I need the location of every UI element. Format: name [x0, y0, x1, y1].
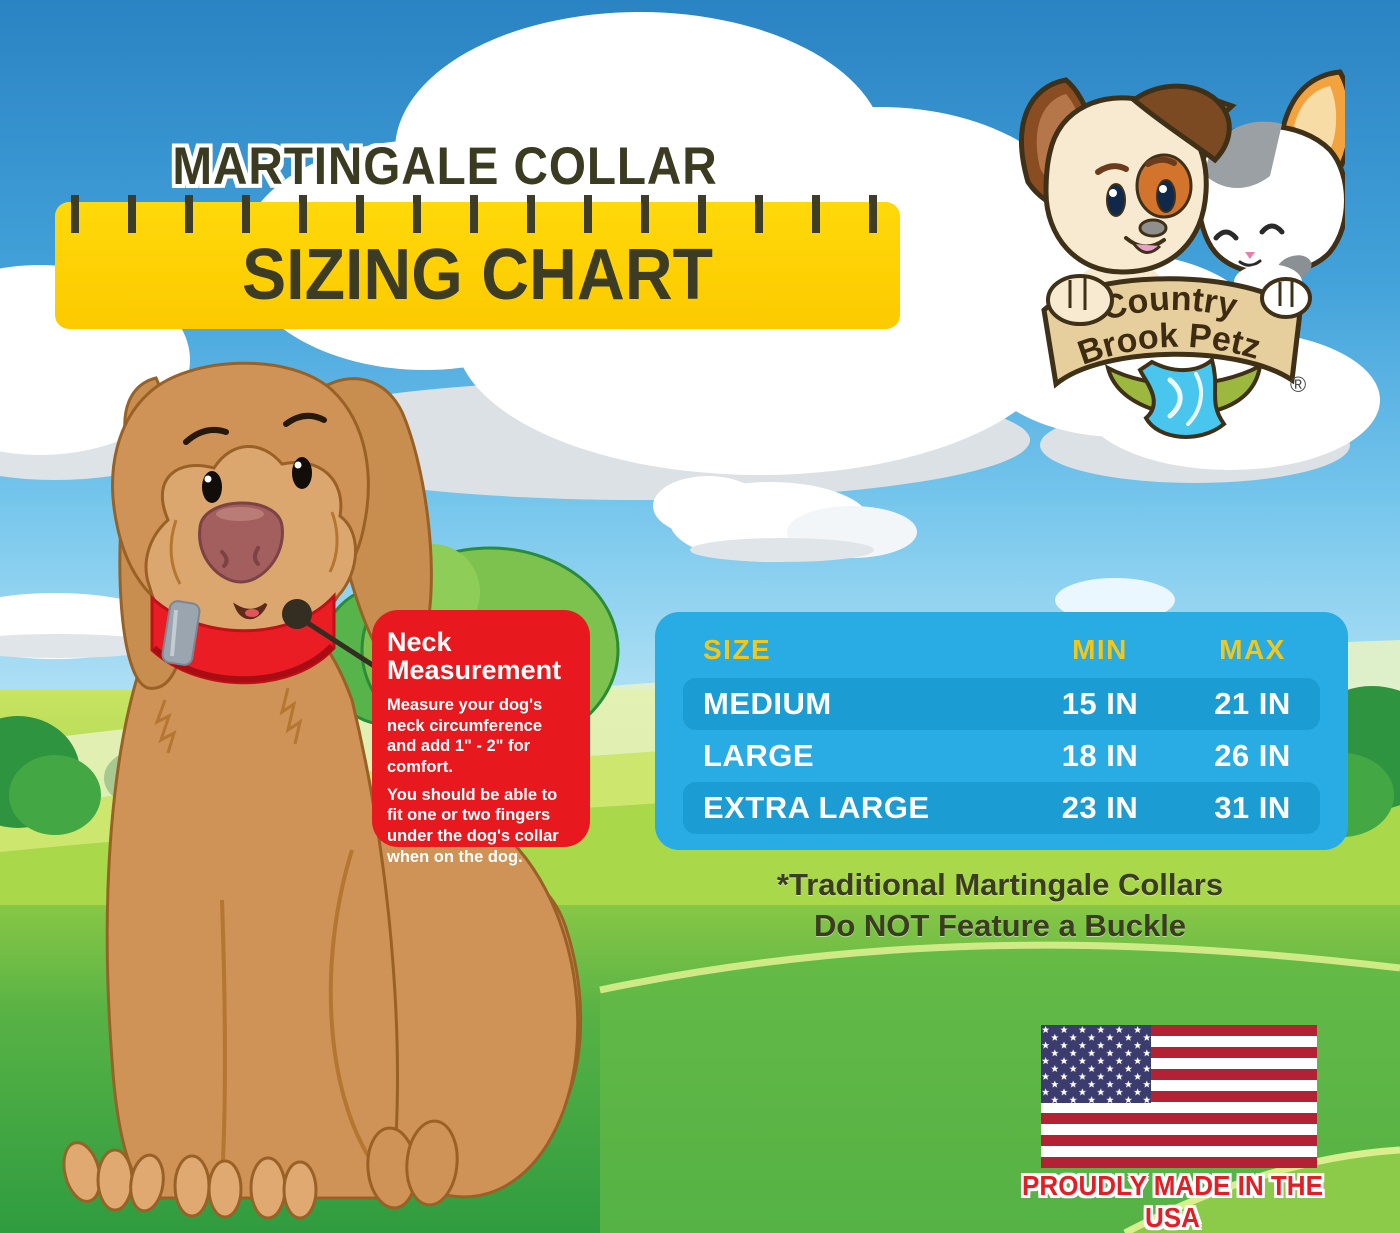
min-cell: 23 IN — [1061, 790, 1139, 825]
table-row-medium: MEDIUM 15 IN 21 IN — [683, 678, 1320, 730]
footnote-line1: *Traditional Martingale Collars — [776, 867, 1224, 902]
footnote: *Traditional Martingale Collars Do NOT F… — [650, 864, 1350, 946]
sizing-table: SIZE MIN MAX MEDIUM 15 IN 21 IN LARGE 18… — [655, 612, 1348, 850]
max-cell: 31 IN — [1214, 790, 1291, 825]
page-title: MARTINGALE COLLAR — [172, 137, 718, 196]
usa-flag-icon — [1041, 1025, 1317, 1168]
neck-measurement-callout: Neck Measurement Measure your dog's neck… — [372, 610, 590, 866]
logo-banner: Country Brook Petz ® — [1041, 274, 1312, 439]
size-cell: EXTRA LARGE — [703, 790, 930, 825]
column-header-min: MIN — [1072, 634, 1128, 665]
column-header-max: MAX — [1219, 634, 1286, 665]
sizing-chart-title: SIZING CHART — [241, 235, 714, 315]
dog-eyebrow — [183, 427, 229, 445]
cat-eye — [1213, 229, 1239, 241]
cat-eye — [1259, 223, 1285, 235]
size-cell: MEDIUM — [703, 686, 832, 721]
neck-measurement-text-1: Measure your dog's neck circumference an… — [387, 696, 543, 777]
column-header-size: SIZE — [703, 634, 772, 665]
dog-logo-paw — [1046, 274, 1114, 326]
footnote-line2: Do NOT Feature a Buckle — [813, 908, 1187, 944]
dog-body — [105, 610, 583, 1200]
ruler-ticks — [71, 195, 890, 233]
dog-eyebrow — [283, 412, 327, 427]
pointer-dot — [282, 599, 312, 629]
dog-logo-ear-flop — [1130, 83, 1232, 164]
dog-collar — [150, 592, 336, 685]
dog-head — [111, 361, 433, 690]
dog-paws — [62, 1119, 459, 1220]
size-cell: LARGE — [703, 738, 814, 773]
neck-measurement-heading: Neck Measurement — [387, 627, 562, 686]
cat-logo-paw — [1260, 277, 1312, 319]
table-row-extra-large: EXTRA LARGE 23 IN 31 IN — [683, 782, 1320, 834]
flag-stars — [1041, 1025, 1151, 1103]
max-cell: 26 IN — [1214, 738, 1291, 773]
logo-dog — [1019, 77, 1232, 306]
dog-eyes — [202, 457, 312, 503]
table-row-large: LARGE 18 IN 26 IN — [683, 730, 1320, 782]
made-in-usa-label: PROUDLY MADE IN THE USA — [1022, 1170, 1323, 1233]
ruler-banner: SIZING CHART — [55, 195, 900, 329]
brand-logo: Country Brook Petz ® — [1019, 69, 1345, 439]
bush — [9, 755, 101, 835]
min-cell: 18 IN — [1061, 738, 1139, 773]
min-cell: 15 IN — [1061, 686, 1139, 721]
max-cell: 21 IN — [1214, 686, 1291, 721]
dog-nose — [198, 501, 284, 584]
registered-trademark: ® — [1290, 372, 1306, 397]
dog-logo-nose — [1138, 218, 1168, 238]
sizing-table-header: SIZE MIN MAX — [683, 622, 1320, 678]
neck-measurement-text-2: You should be able to fit one or two fin… — [387, 785, 559, 866]
